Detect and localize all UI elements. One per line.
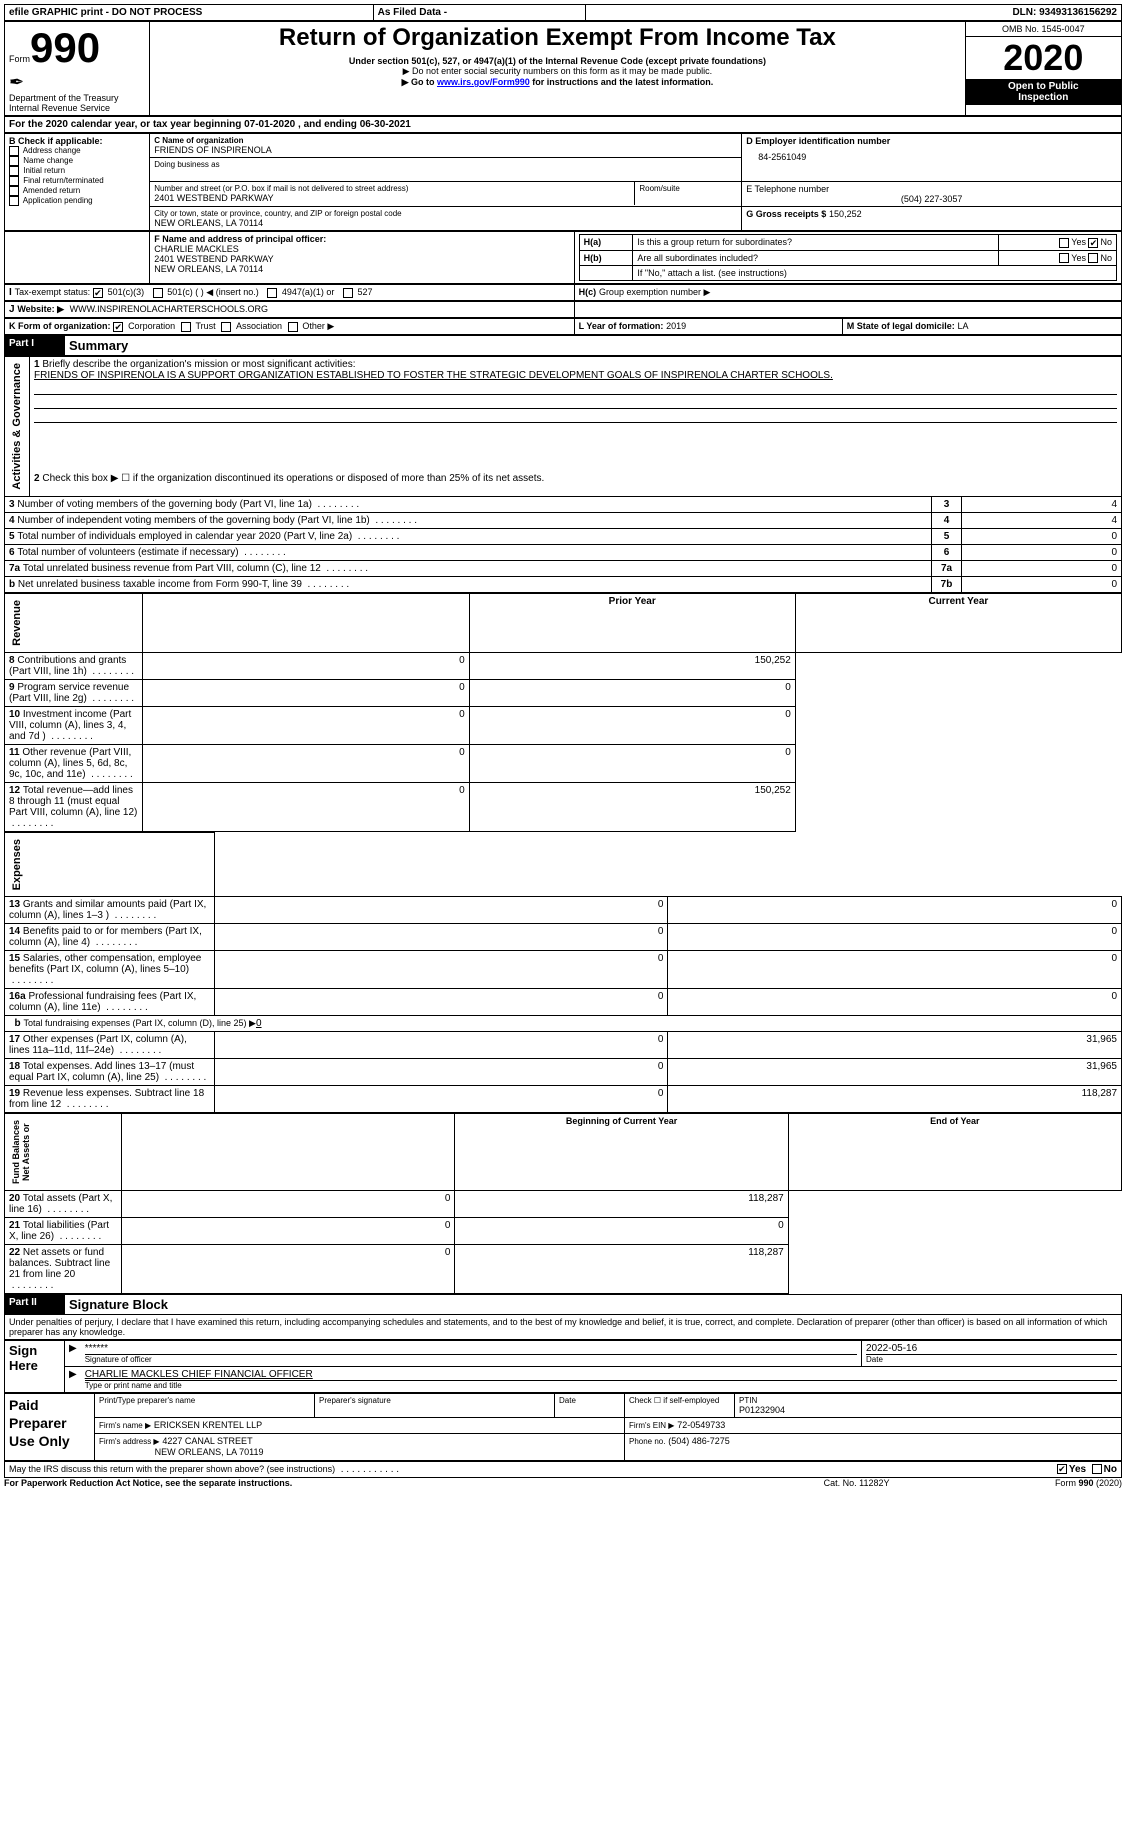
irs-link[interactable]: www.irs.gov/Form990 bbox=[437, 77, 530, 87]
dln-value: 93493136156292 bbox=[1039, 7, 1117, 18]
hb-label: H(b) bbox=[579, 250, 633, 266]
firm-phone: (504) 486-7275 bbox=[668, 1436, 730, 1446]
form-title: Return of Organization Exempt From Incom… bbox=[154, 24, 960, 52]
b-label: B Check if applicable: bbox=[9, 136, 145, 146]
dba-label: Doing business as bbox=[154, 160, 737, 169]
city-label: City or town, state or province, country… bbox=[154, 209, 737, 218]
name-label: Type or print name and title bbox=[85, 1381, 1117, 1390]
sign-block: Sign Here ▶ ****** Signature of officer … bbox=[4, 1340, 1122, 1393]
sub2: ▶ Do not enter social security numbers o… bbox=[154, 66, 960, 77]
l-label: L Year of formation: bbox=[579, 321, 664, 331]
sub1: Under section 501(c), 527, or 4947(a)(1)… bbox=[154, 56, 960, 66]
hc-label: H(c) bbox=[579, 287, 597, 297]
website: WWW.INSPIRENOLACHARTERSCHOOLS.ORG bbox=[70, 304, 268, 314]
part2-hdr: Part II bbox=[5, 1295, 65, 1315]
hb-text: Are all subordinates included? bbox=[633, 250, 998, 266]
cat-no: Cat. No. 11282Y bbox=[769, 1478, 944, 1488]
col-prior-year: Prior Year bbox=[469, 593, 795, 652]
date-label: Date bbox=[866, 1355, 1117, 1364]
ptin: P01232904 bbox=[739, 1405, 1117, 1415]
sig-stars: ****** bbox=[85, 1343, 108, 1354]
part1-hdr: Part I bbox=[5, 336, 65, 356]
open-inspection: Open to PublicInspection bbox=[966, 79, 1121, 105]
dln-label: DLN: bbox=[1012, 7, 1036, 18]
col-current-year: Current Year bbox=[795, 593, 1121, 652]
phone: (504) 227-3057 bbox=[746, 194, 1117, 204]
top-bar: efile GRAPHIC print - DO NOT PROCESS As … bbox=[4, 4, 1122, 21]
paperwork: For Paperwork Reduction Act Notice, see … bbox=[4, 1478, 769, 1488]
part1-title: Summary bbox=[65, 336, 1122, 356]
netassets-table: Net Assets or Fund Balances Beginning of… bbox=[4, 1113, 1122, 1294]
asfiled-text: As Filed Data - bbox=[378, 7, 447, 18]
officer-addr1: 2401 WESTBEND PARKWAY bbox=[154, 254, 569, 264]
firm-addr1: 4227 CANAL STREET bbox=[162, 1436, 252, 1446]
omb: OMB No. 1545-0047 bbox=[966, 22, 1121, 37]
form-label: Form bbox=[9, 54, 30, 64]
revenue-table: Revenue Prior Year Current Year 8 Contri… bbox=[4, 593, 1122, 832]
efile-text: efile GRAPHIC print - DO NOT PROCESS bbox=[9, 7, 202, 18]
checkbox-item: Name change bbox=[9, 156, 145, 166]
summary-table: Activities & Governance 1 Briefly descri… bbox=[4, 356, 1122, 593]
sub3-pre: ▶ Go to bbox=[402, 77, 437, 87]
na-label: Net Assets or Fund Balances bbox=[9, 1116, 33, 1188]
sign-here: Sign Here bbox=[9, 1343, 60, 1373]
addr-label: Number and street (or P.O. box if mail i… bbox=[154, 184, 630, 193]
j-label: Website: ▶ bbox=[17, 304, 64, 314]
street: 2401 WESTBEND PARKWAY bbox=[154, 193, 630, 203]
col-eoy: End of Year bbox=[788, 1114, 1121, 1191]
firm-ein: 72-0549733 bbox=[677, 1420, 725, 1430]
f-label: F Name and address of principal officer: bbox=[154, 234, 326, 244]
checkbox-item: Application pending bbox=[9, 196, 145, 206]
checkbox-item: Final return/terminated bbox=[9, 176, 145, 186]
line-a: For the 2020 calendar year, or tax year … bbox=[5, 117, 1122, 133]
dept-text: Department of the Treasury Internal Reve… bbox=[9, 93, 145, 113]
firm-addr2: NEW ORLEANS, LA 70119 bbox=[155, 1447, 264, 1457]
entity-block: B Check if applicable: Address change Na… bbox=[4, 133, 1122, 231]
sig-date: 2022-05-16 bbox=[866, 1343, 917, 1354]
k-label: K Form of organization: bbox=[9, 321, 111, 331]
officer-sig-name: CHARLIE MACKLES CHIEF FINANCIAL OFFICER bbox=[85, 1369, 313, 1380]
expenses-table: Expenses 13 Grants and similar amounts p… bbox=[4, 832, 1122, 1113]
header-block: Form990 ✒ Department of the Treasury Int… bbox=[4, 21, 1122, 116]
ha-label: H(a) bbox=[579, 235, 633, 251]
discuss-text: May the IRS discuss this return with the… bbox=[9, 1464, 335, 1474]
sig-label: Signature of officer bbox=[85, 1355, 857, 1364]
officer-addr2: NEW ORLEANS, LA 70114 bbox=[154, 264, 569, 274]
g-label: G Gross receipts $ bbox=[746, 209, 826, 219]
part2-title: Signature Block bbox=[65, 1295, 1122, 1315]
room-label: Room/suite bbox=[639, 184, 737, 193]
preparer-label: Paid Preparer Use Only bbox=[9, 1396, 90, 1451]
c-name-label: C Name of organization bbox=[154, 136, 737, 145]
mission-text: FRIENDS OF INSPIRENOLA IS A SUPPORT ORGA… bbox=[34, 370, 833, 381]
checkbox-item: Address change bbox=[9, 146, 145, 156]
org-name: FRIENDS OF INSPIRENOLA bbox=[154, 145, 737, 155]
revenue-label: Revenue bbox=[9, 596, 25, 650]
sub3-post: for instructions and the latest informat… bbox=[530, 77, 714, 87]
line1-label: Briefly describe the organization's miss… bbox=[42, 359, 355, 370]
m-label: M State of legal domicile: bbox=[847, 321, 955, 331]
e-label: E Telephone number bbox=[746, 184, 1117, 194]
governance-label: Activities & Governance bbox=[9, 359, 25, 494]
ein: 84-2561049 bbox=[758, 152, 1117, 162]
i-label: Tax-exempt status: bbox=[15, 287, 91, 297]
firm-name: ERICKSEN KRENTEL LLP bbox=[154, 1420, 262, 1430]
form-number: 990 bbox=[30, 24, 100, 71]
declaration: Under penalties of perjury, I declare th… bbox=[4, 1315, 1122, 1340]
d-label: D Employer identification number bbox=[746, 136, 1117, 146]
checkbox-item: Amended return bbox=[9, 186, 145, 196]
expenses-label: Expenses bbox=[9, 835, 25, 894]
tax-year: 2020 bbox=[966, 37, 1121, 79]
checkbox-item: Initial return bbox=[9, 166, 145, 176]
officer-block: F Name and address of principal officer:… bbox=[4, 231, 1122, 284]
officer-name: CHARLIE MACKLES bbox=[154, 244, 569, 254]
ha-text: Is this a group return for subordinates? bbox=[633, 235, 998, 251]
preparer-block: Paid Preparer Use Only Print/Type prepar… bbox=[4, 1393, 1122, 1461]
h-note: If "No," attach a list. (see instruction… bbox=[633, 266, 1117, 281]
line2: Check this box ▶ ☐ if the organization d… bbox=[42, 473, 544, 484]
col-bcy: Beginning of Current Year bbox=[455, 1114, 788, 1191]
city: NEW ORLEANS, LA 70114 bbox=[154, 218, 737, 228]
gross-receipts: 150,252 bbox=[829, 209, 862, 219]
